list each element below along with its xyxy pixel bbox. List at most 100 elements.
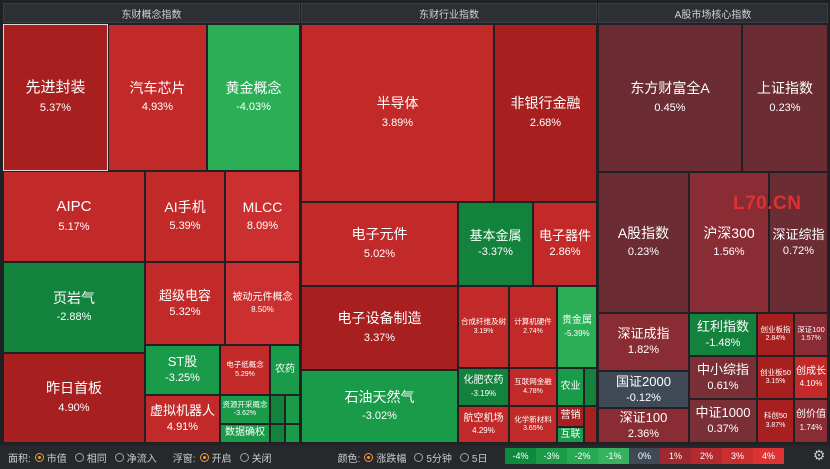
tile-shenzhen-100-b[interactable]: 深证100 2.36% [598,408,689,443]
tile-name: 红利指数 [696,318,749,334]
radio-icon [199,452,209,462]
tile-star-50[interactable]: 科创50 3.87% [757,399,794,443]
legend-step: 0% [629,448,660,464]
tile-pct: 2.68% [529,116,562,129]
tile-name: 中证1000 [695,405,751,420]
tile-name: 石油天然气 [344,388,415,405]
tile-semiconductor[interactable]: 半导体 3.89% [301,24,494,202]
tile-shenzhen-component[interactable]: 深证成指 1.82% [598,313,689,371]
tile-fertilizer-pesticide[interactable]: 化肥农药 -3.19% [458,368,509,406]
radio-icon [74,452,84,462]
tile-base-metals[interactable]: 基本金属 -3.37% [458,202,533,286]
tile-shanghai-index[interactable]: 上证指数 0.23% [742,24,828,172]
tile-name: 上证指数 [757,80,813,97]
tile-chinext-50[interactable]: 创业板50 3.15% [757,356,794,399]
area-group: 面积: 市值 相同 净流入 [8,450,165,465]
tile-aipc[interactable]: AIPC 5.17% [3,171,145,262]
tile-name: 深证100 [619,409,668,425]
tile-agriculture[interactable]: 农业 [557,368,584,406]
tile-internet-finance[interactable]: 互联网金融 4.78% [509,368,557,406]
tile-pct: 1.74% [799,422,823,432]
tile-pct: 0.23% [627,246,660,259]
tile-shale-gas[interactable]: 页岩气 -2.88% [3,262,145,353]
tile-data-rights[interactable]: 数据确权 [220,424,270,443]
tile-chinext-value[interactable]: 创价值 1.74% [794,399,828,443]
tile-yesterday-first-board[interactable]: 昨日首板 4.90% [3,353,145,443]
tile-pct: 2.74% [523,327,543,335]
tile-name: 合成纤维及树 [461,317,506,327]
tile-pct: 4.93% [141,101,174,114]
tile-csi-300[interactable]: 沪深300 1.56% [689,172,769,313]
tile-pct: -3.25% [165,372,200,385]
tile-name: 创业板50 [760,367,791,377]
tile-resource-mining[interactable]: 资源开采概念 -3.62% [220,395,270,424]
tile-pct: 2.86% [549,246,581,259]
tile-aviation-airport[interactable]: 航空机场 4.29% [458,406,509,443]
tile-small-f[interactable] [584,406,597,443]
tile-a-share-index[interactable]: A股指数 0.23% [598,172,689,313]
float-option-off[interactable]: 关闭 [239,450,272,465]
tile-synthetic-fiber[interactable]: 合成纤维及树 3.19% [458,286,509,368]
concept-index-header: 东财概念指数 [3,3,300,23]
tile-gold-concept[interactable]: 黄金概念 -4.03% [207,24,300,171]
tile-chinext-index[interactable]: 创业板指 2.84% [757,313,794,356]
tile-precious-metals[interactable]: 贵金属 -5.39% [557,286,597,368]
tile-virtual-robot[interactable]: 虚拟机器人 4.91% [145,395,220,443]
tile-name: 深证100 [797,324,825,334]
area-option-equal[interactable]: 相同 [74,450,107,465]
tile-small-a[interactable] [270,395,285,424]
tile-e-paper[interactable]: 电子纸概念 5.29% [220,345,270,395]
tile-chinext-growth[interactable]: 创成长 4.10% [794,356,828,399]
tile-csi-1000[interactable]: 中证1000 0.37% [689,399,757,443]
tile-non-bank-finance[interactable]: 非银行金融 2.68% [494,24,597,202]
tile-pct: 5.37% [39,102,72,114]
tile-supercapacitor[interactable]: 超级电容 5.32% [145,262,225,345]
tile-advanced-packaging[interactable]: 先进封装 5.37% [3,24,108,171]
tile-pesticide[interactable]: 农药 [270,345,300,395]
tile-small-b[interactable] [285,395,300,424]
tile-auto-chip[interactable]: 汽车芯片 4.93% [108,24,207,171]
area-option-market-cap[interactable]: 市值 [34,450,67,465]
tile-passive-components[interactable]: 被动元件概念 8.50% [225,262,300,345]
tile-cni-2000[interactable]: 国证2000 -0.12% [598,371,689,408]
float-option-on[interactable]: 开启 [199,450,232,465]
tile-st-stocks[interactable]: ST股 -3.25% [145,345,220,395]
tile-computer-hardware[interactable]: 计算机硬件 2.74% [509,286,557,368]
tile-shenzhen-composite[interactable]: 深证综指 0.72% [769,172,828,313]
tile-dividend-index[interactable]: 红利指数 -1.48% [689,313,757,356]
tile-name: 深证成指 [617,326,670,341]
tile-pct: 3.37% [363,331,396,344]
tile-electronic-devices[interactable]: 电子器件 2.86% [533,202,597,286]
tile-name: 页岩气 [53,289,95,306]
gear-icon[interactable]: ⚙ [812,447,826,463]
tile-eastmoney-all-a[interactable]: 东方财富全A 0.45% [598,24,742,172]
tile-name: 化学新材料 [514,414,552,424]
tile-oil-gas[interactable]: 石油天然气 -3.02% [301,370,458,443]
tile-chemical-materials[interactable]: 化学新材料 3.65% [509,406,557,443]
tile-electronic-components[interactable]: 电子元件 5.02% [301,202,458,286]
tile-ai-phone[interactable]: AI手机 5.39% [145,171,225,262]
tile-mlcc[interactable]: MLCC 8.09% [225,171,300,262]
tile-internet[interactable]: 互联 [557,427,584,443]
radio-icon [414,452,424,462]
color-option-5min[interactable]: 5分钟 [414,450,452,465]
tile-sme-composite[interactable]: 中小综指 0.61% [689,356,757,399]
tile-name: 先进封装 [25,79,86,97]
tile-electronic-equipment[interactable]: 电子设备制造 3.37% [301,286,458,370]
option-label: 5分钟 [426,453,452,465]
tile-small-d[interactable] [285,424,300,443]
area-option-net-inflow[interactable]: 净流入 [114,450,157,465]
tile-marketing[interactable]: 营销 [557,406,584,427]
tile-name: 创价值 [796,409,826,421]
tile-shenzhen-100[interactable]: 深证100 1.57% [794,313,828,356]
tile-small-c[interactable] [270,424,285,443]
tile-name: 农药 [275,363,295,375]
tile-pct: 3.89% [381,116,414,129]
color-option-change[interactable]: 涨跌幅 [364,450,406,465]
option-label: 市值 [46,453,67,465]
tile-small-e[interactable] [584,368,597,406]
color-option-5day[interactable]: 5日 [459,450,487,465]
tile-pct: 5.17% [58,221,90,233]
tile-name: AIPC [56,198,92,216]
tile-name: 电子设备制造 [337,310,422,327]
